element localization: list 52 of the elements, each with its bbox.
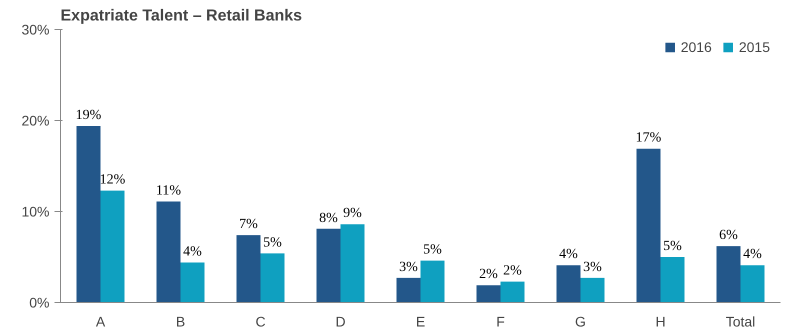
x-tick-label: A (96, 314, 106, 330)
data-label: 11% (156, 183, 182, 198)
bar (396, 278, 420, 302)
legend-label: 2016 (680, 39, 712, 55)
y-tick-label: 0% (29, 294, 50, 310)
bar (156, 201, 180, 302)
data-label: 6% (719, 228, 738, 244)
bar (340, 224, 364, 302)
bar (236, 235, 260, 302)
data-label: 19% (76, 108, 102, 123)
x-tick-label: F (496, 314, 505, 330)
bar (500, 282, 524, 302)
data-label: 17% (636, 130, 662, 146)
x-tick-label: Total (726, 314, 756, 330)
bar (100, 190, 124, 302)
bar (316, 228, 340, 302)
bar (420, 260, 444, 302)
data-label: 3% (399, 260, 418, 275)
data-label: 4% (183, 244, 202, 260)
data-label: 5% (663, 239, 682, 254)
data-label: 8% (319, 210, 338, 226)
data-label: 2% (479, 267, 498, 282)
bar (556, 265, 580, 302)
chart-title: Expatriate Talent – Retail Banks (60, 8, 302, 24)
bar (580, 278, 604, 302)
x-tick-label: H (655, 314, 666, 330)
y-tick-label: 10% (21, 204, 50, 220)
bar (476, 285, 500, 302)
data-label: 3% (583, 260, 602, 275)
data-label: 4% (559, 247, 578, 262)
y-tick-label: 30% (21, 22, 50, 38)
data-label: 5% (263, 235, 282, 250)
bar (740, 265, 764, 302)
bar (76, 126, 100, 302)
data-label: 5% (423, 242, 442, 258)
data-label: 7% (239, 217, 258, 232)
x-tick-label: B (176, 314, 186, 330)
x-tick-label: G (575, 314, 586, 330)
data-label: 9% (343, 206, 362, 222)
data-label: 2% (503, 264, 522, 279)
bar (180, 262, 204, 302)
bar (660, 257, 684, 302)
legend-label: 2015 (738, 39, 770, 55)
x-tick-label: C (255, 314, 266, 330)
data-label: 4% (743, 247, 762, 262)
x-tick-label: D (335, 314, 346, 330)
bar (636, 148, 660, 302)
x-tick-label: E (416, 314, 426, 330)
bar (716, 246, 740, 302)
data-label: 12% (100, 172, 126, 188)
bar (260, 253, 284, 302)
y-tick-label: 20% (21, 112, 50, 128)
